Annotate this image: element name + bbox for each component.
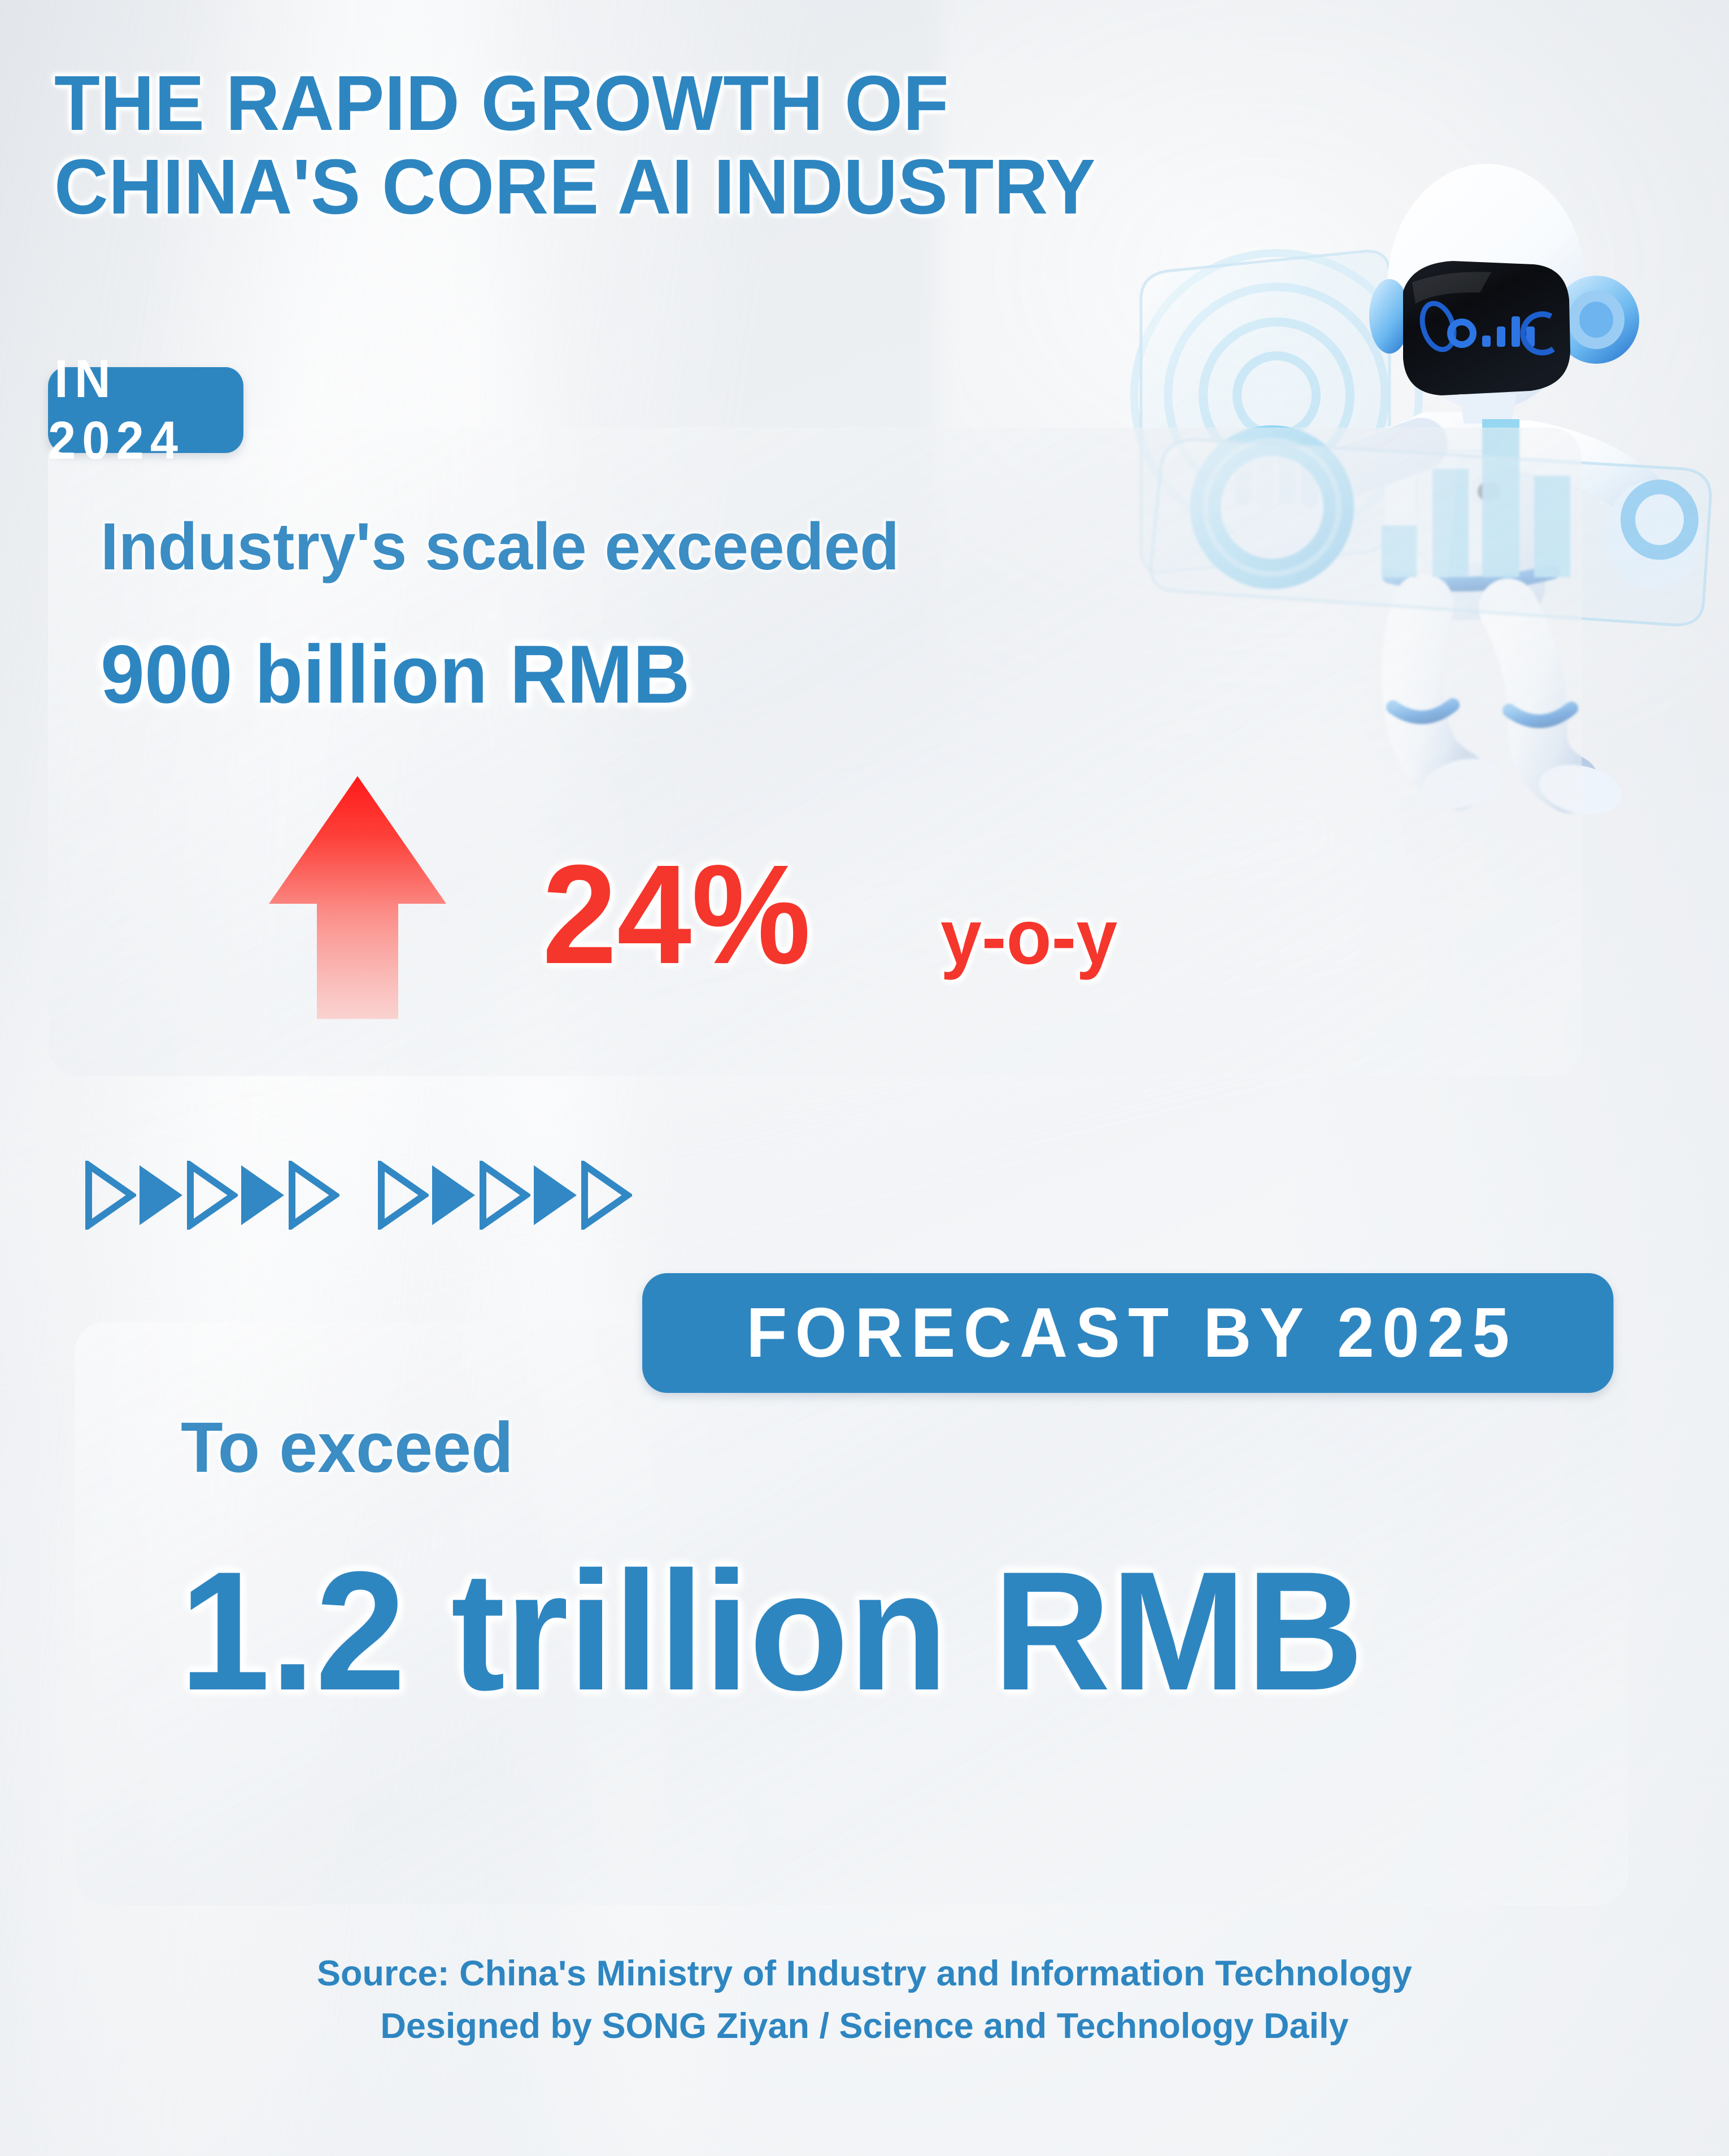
chevron-outline-icon xyxy=(85,1161,136,1230)
footer: Source: China's Ministry of Industry and… xyxy=(0,1948,1729,2053)
card-2025 xyxy=(75,1322,1628,1905)
chevron-outline-icon xyxy=(378,1161,429,1230)
footer-credit: Designed by SONG Ziyan / Science and Tec… xyxy=(380,2006,1349,2046)
page-title: THE RAPID GROWTH OF CHINA'S CORE AI INDU… xyxy=(54,60,1096,230)
chevron-group-1 xyxy=(82,1161,339,1230)
chevron-solid-icon xyxy=(432,1165,475,1225)
badge-forecast-2025: FORECAST BY 2025 xyxy=(642,1273,1614,1393)
chevron-outline-icon xyxy=(581,1161,632,1230)
footer-source: Source: China's Ministry of Industry and… xyxy=(317,1954,1412,1993)
chevron-outline-icon xyxy=(480,1161,530,1230)
up-arrow-icon xyxy=(264,773,451,1021)
chevron-group-gap xyxy=(336,1195,374,1196)
value-2024: 900 billion RMB xyxy=(101,628,690,720)
badge-in-2024: IN 2024 xyxy=(48,349,243,471)
ear-disc-left xyxy=(1369,279,1410,354)
ear-disc-right xyxy=(1553,276,1639,364)
chevron-divider xyxy=(82,1161,632,1230)
robot-visor xyxy=(1403,261,1570,395)
chevron-outline-icon xyxy=(187,1161,238,1230)
chevron-outline-icon xyxy=(289,1161,339,1230)
chevron-group-2 xyxy=(374,1161,632,1230)
lede-2024: Industry's scale exceeded xyxy=(101,509,900,584)
growth-label: y-o-y xyxy=(940,894,1118,981)
value-2025: 1.2 trillion RMB xyxy=(180,1536,1364,1726)
lede-2025: To exceed xyxy=(181,1408,513,1487)
visor-chart-icon xyxy=(1419,300,1555,356)
growth-percent: 24% xyxy=(542,835,811,993)
chevron-solid-icon xyxy=(140,1165,182,1225)
chevron-solid-icon xyxy=(241,1165,284,1225)
chevron-solid-icon xyxy=(534,1165,577,1225)
card-2024 xyxy=(48,428,1582,1076)
